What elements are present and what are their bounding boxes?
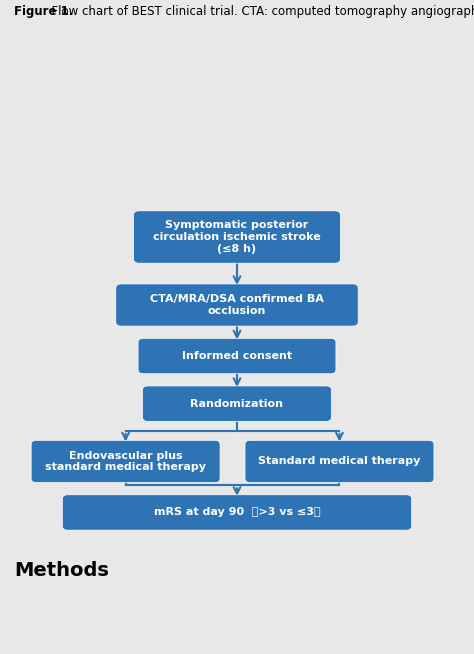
Text: Symptomatic posterior
circulation ischemic stroke
(≤8 h): Symptomatic posterior circulation ischem… — [153, 220, 321, 254]
FancyBboxPatch shape — [245, 440, 434, 483]
Text: Informed consent: Informed consent — [182, 351, 292, 361]
Text: Randomization: Randomization — [191, 399, 283, 409]
FancyBboxPatch shape — [138, 338, 336, 373]
Text: Standard medical therapy: Standard medical therapy — [258, 456, 420, 466]
Text: Methods: Methods — [14, 561, 109, 580]
Text: Figure 1.: Figure 1. — [14, 5, 73, 18]
Text: Flow chart of BEST clinical trial. CTA: computed tomography angiography; MRA: ma: Flow chart of BEST clinical trial. CTA: … — [14, 5, 474, 18]
FancyBboxPatch shape — [63, 495, 411, 530]
FancyBboxPatch shape — [143, 386, 331, 421]
FancyBboxPatch shape — [31, 440, 220, 483]
Text: mRS at day 90  （>3 vs ≤3）: mRS at day 90 （>3 vs ≤3） — [154, 508, 320, 517]
FancyBboxPatch shape — [116, 284, 358, 326]
Text: Endovascular plus
standard medical therapy: Endovascular plus standard medical thera… — [45, 451, 206, 472]
FancyBboxPatch shape — [134, 211, 340, 263]
Text: CTA/MRA/DSA confirmed BA
occlusion: CTA/MRA/DSA confirmed BA occlusion — [150, 294, 324, 316]
